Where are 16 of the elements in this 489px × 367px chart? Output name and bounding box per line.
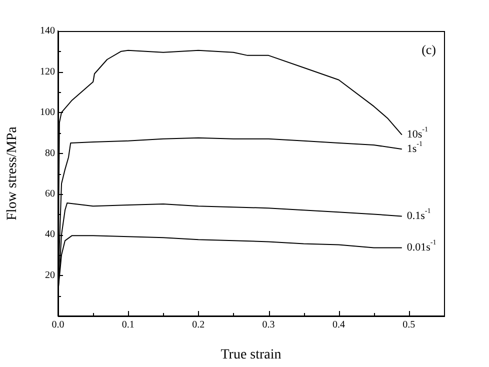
x-tick-label: 0.1 xyxy=(122,320,134,331)
y-tick-label: 80 xyxy=(45,148,55,159)
y-tick-label: 40 xyxy=(45,229,55,240)
y-tick-label: 20 xyxy=(45,270,55,281)
y-tick-label: 60 xyxy=(45,188,55,200)
x-tick-label: 0.2 xyxy=(192,320,205,331)
y-tick-label: 140 xyxy=(40,26,55,37)
x-axis-title: True strain xyxy=(220,347,282,362)
y-axis-title: Flow stress/MPa xyxy=(5,126,20,220)
y-tick-label: 100 xyxy=(40,107,55,118)
x-tick-label: 0.5 xyxy=(402,320,416,331)
x-tick-label: 0.0 xyxy=(52,320,64,331)
x-tick-label: 0.4 xyxy=(332,320,345,331)
x-tick-label: 0.3 xyxy=(262,320,275,331)
y-tick-label: 120 xyxy=(40,66,55,78)
annotation: (c) xyxy=(422,42,436,57)
